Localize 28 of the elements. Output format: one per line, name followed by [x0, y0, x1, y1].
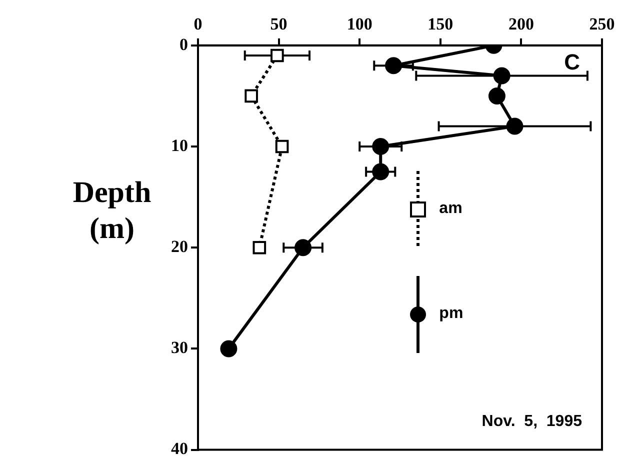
- y-tick-label: 30: [171, 338, 188, 358]
- y-tick-label: 20: [171, 236, 188, 256]
- point: [372, 138, 390, 155]
- point: [372, 163, 390, 180]
- legend-label: am: [439, 200, 462, 218]
- annotation: C: [564, 49, 580, 74]
- point: [252, 240, 266, 254]
- y-tick-label: 40: [171, 439, 188, 458]
- x-tick-label: 150: [428, 14, 454, 34]
- x-tick-label: 50: [270, 14, 288, 34]
- annotation: Nov. 5, 1995: [482, 413, 582, 430]
- point: [493, 67, 510, 84]
- y-tick-label: 0: [180, 34, 188, 54]
- x-tick-label: 200: [508, 14, 534, 34]
- legend-label: pm: [439, 305, 464, 324]
- point: [294, 239, 312, 256]
- x-tick-label: 250: [589, 14, 615, 34]
- point: [488, 87, 506, 104]
- y-tick-label: 10: [171, 136, 188, 155]
- point: [385, 57, 402, 74]
- y-axis-title: Depth (m): [72, 176, 152, 245]
- point: [220, 340, 238, 358]
- point: [244, 89, 258, 103]
- x-tick-label: 100: [346, 14, 372, 34]
- point: [270, 48, 284, 62]
- point: [506, 118, 524, 135]
- point: [275, 140, 289, 154]
- x-tick-label: 0: [194, 14, 202, 34]
